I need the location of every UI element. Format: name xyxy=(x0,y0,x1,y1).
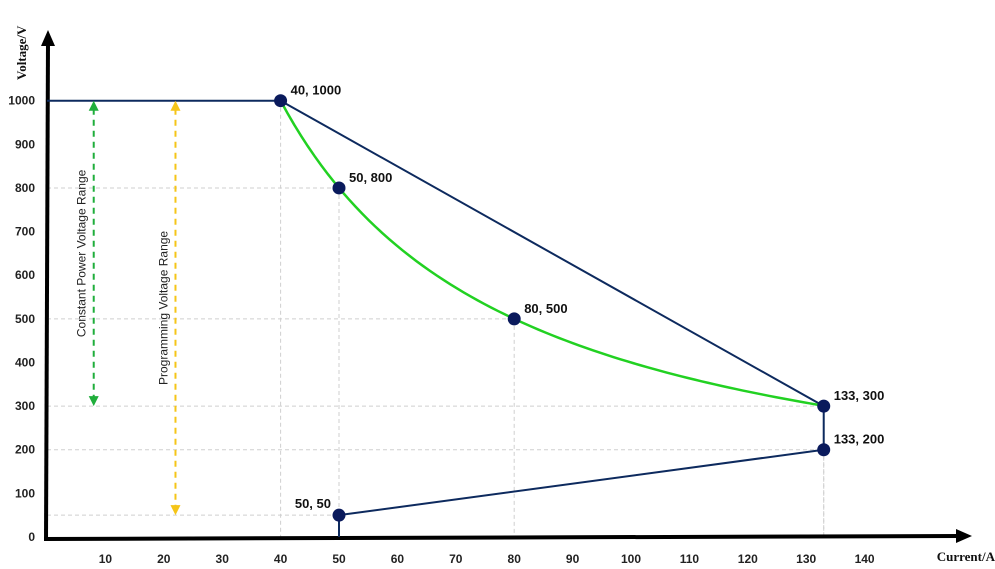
x-tick-label: 80 xyxy=(508,552,522,566)
y-axis-line xyxy=(44,39,50,542)
y-tick-label: 200 xyxy=(15,443,35,457)
y-tick-label: 700 xyxy=(15,225,35,239)
x-tick-label: 10 xyxy=(99,552,113,566)
range-label: Programming Voltage Range xyxy=(156,231,170,385)
data-point xyxy=(332,508,346,522)
data-point xyxy=(817,443,831,457)
range-arrowhead-bottom xyxy=(170,505,181,516)
x-tick-label: 130 xyxy=(796,552,816,566)
x-tick-label: 50 xyxy=(332,552,346,566)
y-tick-label: 100 xyxy=(15,486,35,500)
x-tick-label: 110 xyxy=(680,552,700,566)
y-tick-label: 800 xyxy=(15,181,35,195)
data-point xyxy=(507,312,521,326)
y-axis-arrowhead xyxy=(41,30,55,46)
x-axis-arrowhead xyxy=(956,529,972,543)
y-tick-label: 600 xyxy=(15,268,35,282)
x-tick-label: 30 xyxy=(216,552,230,566)
x-tick-label: 100 xyxy=(621,552,641,566)
data-point-label: 50, 50 xyxy=(295,496,331,511)
range-arrowhead-top xyxy=(88,100,99,111)
x-tick-label: 120 xyxy=(738,552,758,566)
y-tick-label: 1000 xyxy=(8,94,35,108)
range-arrowhead-top xyxy=(170,100,181,111)
x-tick-label: 40 xyxy=(274,552,288,566)
points: 40, 1000 50, 800 80, 500 133, 300 133, 200 50… xyxy=(274,83,884,522)
y-tick-label: 400 xyxy=(15,355,35,369)
range-arrows: Constant Power Voltage Range Programming … xyxy=(75,100,181,516)
constant-power-curve xyxy=(279,100,824,408)
x-tick-label: 70 xyxy=(449,552,463,566)
x-tick-label: 90 xyxy=(566,552,580,566)
axes xyxy=(41,30,972,543)
y-tick-label: 500 xyxy=(15,312,35,326)
x-tick-label: 140 xyxy=(855,552,875,566)
y-tick-label: 0 xyxy=(28,530,35,544)
data-point xyxy=(817,399,831,413)
data-point-label: 50, 800 xyxy=(349,170,392,185)
data-point-label: 40, 1000 xyxy=(291,83,342,98)
tick-labels: 10 20 30 40 50 60 70 80 90 100 110 120 130 140 0 100 200… xyxy=(8,94,875,566)
x-tick-label: 60 xyxy=(391,552,405,566)
data-point xyxy=(274,94,288,108)
x-tick-label: 20 xyxy=(157,552,171,566)
y-tick-label: 300 xyxy=(15,399,35,413)
x-axis-title: Current/A xyxy=(937,549,995,564)
y-tick-label: 900 xyxy=(15,137,35,151)
data-point-label: 133, 300 xyxy=(834,388,885,403)
range-arrowhead-bottom xyxy=(88,396,99,407)
data-point-label: 80, 500 xyxy=(524,301,567,316)
y-axis-title: Voltage/V xyxy=(14,25,29,80)
x-axis-line xyxy=(43,534,961,541)
data-point xyxy=(332,181,346,195)
data-point-label: 133, 200 xyxy=(834,432,885,447)
range-label: Constant Power Voltage Range xyxy=(75,169,89,337)
